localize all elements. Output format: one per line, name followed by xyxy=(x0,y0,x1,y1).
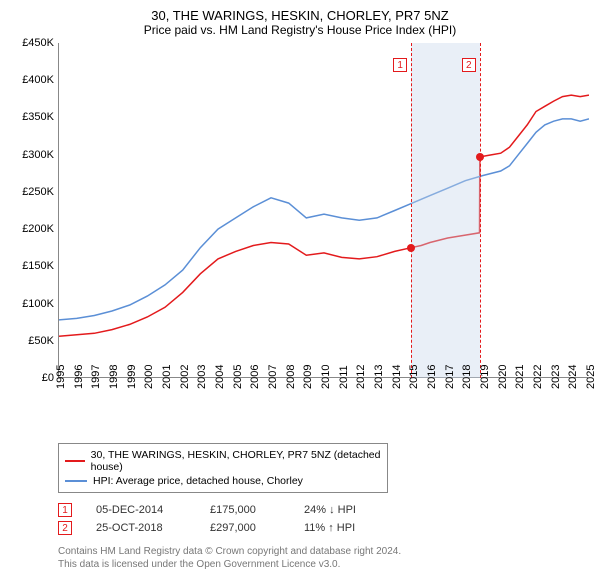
x-tick-label: 2008 xyxy=(285,365,297,389)
y-tick-label: £250K xyxy=(22,186,54,198)
y-tick-label: £150K xyxy=(22,260,54,272)
y-tick-label: £0 xyxy=(42,372,54,384)
x-tick-label: 1995 xyxy=(55,365,67,389)
x-tick-label: 1996 xyxy=(73,365,85,389)
x-tick-label: 2021 xyxy=(514,365,526,389)
x-tick-label: 2022 xyxy=(532,365,544,389)
sale-row: 2 25-OCT-2018 £297,000 11% ↑ HPI xyxy=(58,519,588,537)
sale-marker: 2 xyxy=(58,521,72,535)
x-tick-label: 2010 xyxy=(320,365,332,389)
x-tick-label: 2020 xyxy=(497,365,509,389)
sale-price: £175,000 xyxy=(210,504,280,516)
legend: 30, THE WARINGS, HESKIN, CHORLEY, PR7 5N… xyxy=(58,443,388,493)
x-tick-label: 2017 xyxy=(444,365,456,389)
x-tick-label: 2001 xyxy=(161,365,173,389)
x-tick-label: 2013 xyxy=(373,365,385,389)
x-tick-label: 2025 xyxy=(585,365,597,389)
y-tick-label: £300K xyxy=(22,149,54,161)
marker-box: 1 xyxy=(393,58,407,72)
x-tick-label: 1999 xyxy=(126,365,138,389)
chart-title: 30, THE WARINGS, HESKIN, CHORLEY, PR7 5N… xyxy=(12,8,588,23)
x-tick-label: 2006 xyxy=(249,365,261,389)
x-tick-label: 1997 xyxy=(90,365,102,389)
sale-dot xyxy=(476,153,484,161)
x-tick-label: 2012 xyxy=(355,365,367,389)
shade-band xyxy=(411,43,480,378)
legend-item: 30, THE WARINGS, HESKIN, CHORLEY, PR7 5N… xyxy=(65,448,381,474)
x-tick-label: 2000 xyxy=(143,365,155,389)
y-tick-label: £450K xyxy=(22,37,54,49)
x-tick-label: 2019 xyxy=(479,365,491,389)
x-tick-label: 2003 xyxy=(196,365,208,389)
x-tick-label: 2024 xyxy=(567,365,579,389)
sale-date: 25-OCT-2018 xyxy=(96,522,186,534)
y-tick-label: £400K xyxy=(22,74,54,86)
footer-line-1: Contains HM Land Registry data © Crown c… xyxy=(58,545,588,558)
marker-line xyxy=(480,43,481,378)
footer-attribution: Contains HM Land Registry data © Crown c… xyxy=(58,545,588,571)
sale-price: £297,000 xyxy=(210,522,280,534)
x-tick-label: 1998 xyxy=(108,365,120,389)
y-tick-label: £100K xyxy=(22,298,54,310)
sale-row: 1 05-DEC-2014 £175,000 24% ↓ HPI xyxy=(58,501,588,519)
sale-pct: 24% ↓ HPI xyxy=(304,504,384,516)
series-line-hpi xyxy=(59,119,589,320)
marker-line xyxy=(411,43,412,378)
y-tick-label: £50K xyxy=(28,335,54,347)
x-tick-label: 2018 xyxy=(461,365,473,389)
y-tick-label: £200K xyxy=(22,223,54,235)
line-svg xyxy=(59,43,589,378)
marker-box: 2 xyxy=(462,58,476,72)
x-tick-label: 2023 xyxy=(550,365,562,389)
x-tick-label: 2002 xyxy=(179,365,191,389)
chart-area: 12 £0£50K£100K£150K£200K£250K£300K£350K£… xyxy=(12,43,588,403)
x-tick-label: 2011 xyxy=(338,365,350,389)
legend-label: HPI: Average price, detached house, Chor… xyxy=(93,475,303,487)
x-tick-label: 2009 xyxy=(302,365,314,389)
legend-label: 30, THE WARINGS, HESKIN, CHORLEY, PR7 5N… xyxy=(91,449,381,473)
x-tick-label: 2007 xyxy=(267,365,279,389)
legend-swatch xyxy=(65,460,85,462)
x-tick-label: 2015 xyxy=(408,365,420,389)
y-tick-label: £350K xyxy=(22,111,54,123)
plot-area: 12 xyxy=(58,43,588,378)
x-tick-label: 2004 xyxy=(214,365,226,389)
legend-swatch xyxy=(65,480,87,482)
sale-marker: 1 xyxy=(58,503,72,517)
sale-date: 05-DEC-2014 xyxy=(96,504,186,516)
sale-pct: 11% ↑ HPI xyxy=(304,522,384,534)
x-tick-label: 2014 xyxy=(391,365,403,389)
x-tick-label: 2005 xyxy=(232,365,244,389)
sale-dot xyxy=(407,244,415,252)
chart-container: 30, THE WARINGS, HESKIN, CHORLEY, PR7 5N… xyxy=(0,0,600,560)
chart-subtitle: Price paid vs. HM Land Registry's House … xyxy=(12,23,588,37)
sales-table: 1 05-DEC-2014 £175,000 24% ↓ HPI 2 25-OCT-201… xyxy=(58,501,588,537)
x-tick-label: 2016 xyxy=(426,365,438,389)
legend-item: HPI: Average price, detached house, Chor… xyxy=(65,474,381,488)
